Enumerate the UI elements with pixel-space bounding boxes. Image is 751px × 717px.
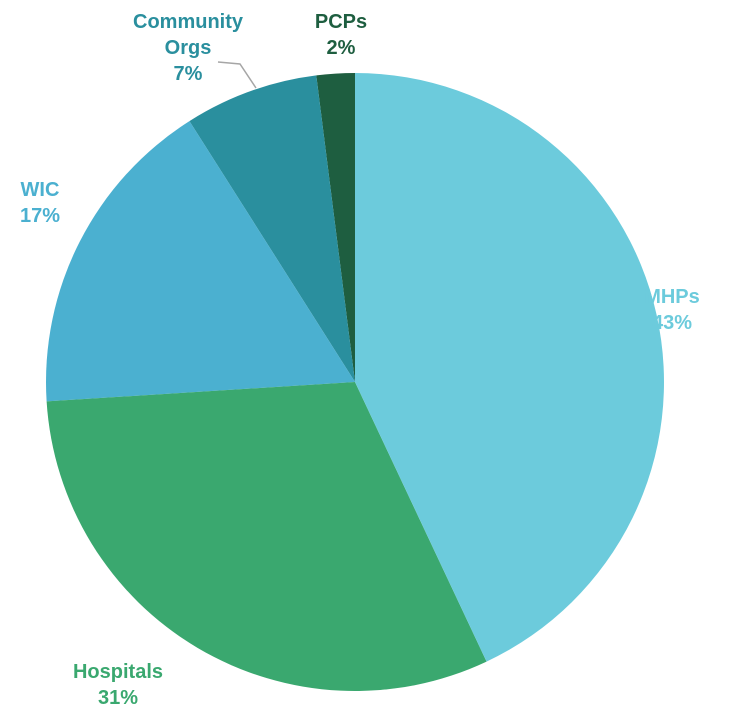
value-label: 31% <box>97 687 139 709</box>
value-label: 2% <box>326 37 356 59</box>
category-label: PCPs <box>314 11 368 33</box>
pie-slice <box>45 121 355 402</box>
slice-label: MHPs 43% <box>607 284 737 336</box>
slice-label: Community Orgs 7% <box>123 9 253 87</box>
value-label: 43% <box>651 312 693 334</box>
pie-slice <box>316 73 355 382</box>
slice-label: PCPs 2% <box>276 9 406 61</box>
category-label: Hospitals <box>72 661 164 683</box>
slice-label: Hospitals 31% <box>53 659 183 711</box>
value-label: 17% <box>19 205 61 227</box>
leader-line <box>217 61 257 89</box>
category-label: WIC <box>20 179 60 201</box>
value-label: 7% <box>173 63 203 85</box>
slice-label: WIC 17% <box>0 177 105 229</box>
pie-slice <box>189 75 355 382</box>
category-label: MHPs <box>644 286 700 308</box>
pie-slice <box>355 73 664 662</box>
category-label: Community Orgs <box>133 11 243 59</box>
pie-slice <box>46 382 487 691</box>
